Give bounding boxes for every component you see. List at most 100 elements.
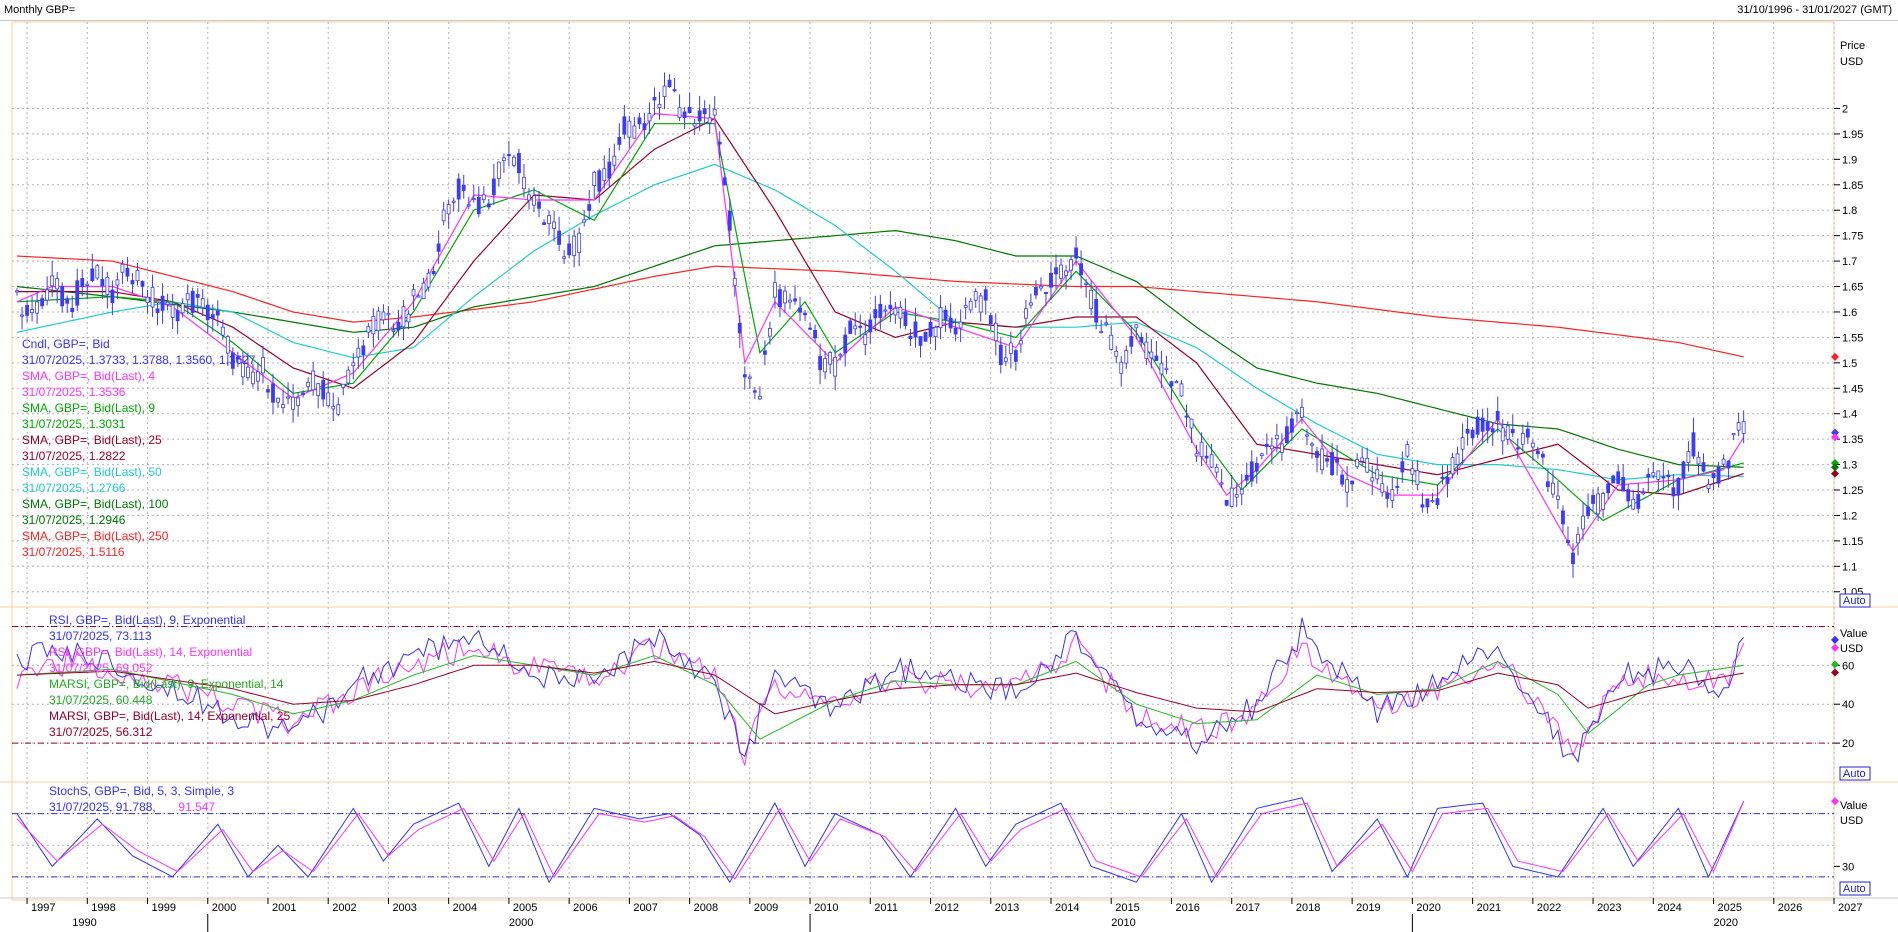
candle-body <box>411 289 416 297</box>
candle-body <box>747 376 752 379</box>
x-year-label: 2027 <box>1838 902 1862 914</box>
price-legend-entry: SMA, GBP=, Bid(Last), 4 <box>22 369 155 383</box>
candle-body <box>1731 433 1736 436</box>
candle-body <box>642 123 647 130</box>
candle-body <box>552 221 556 229</box>
candle-body <box>1284 426 1289 444</box>
candle-body <box>386 313 391 316</box>
candle-body <box>833 356 838 377</box>
candle-body <box>240 362 245 378</box>
candle-body <box>793 298 797 302</box>
candle-body <box>1119 361 1124 374</box>
candle-body <box>602 168 607 181</box>
price-legend-entry: Cndl, GBP=, Bid <box>22 337 110 351</box>
candle-body <box>808 327 812 330</box>
candle-body <box>1159 362 1164 375</box>
candle-body <box>135 270 140 282</box>
candle-body <box>165 301 170 305</box>
price-legend-entry: 31/07/2025, 1.2766 <box>22 481 126 495</box>
x-year-label: 2021 <box>1477 902 1501 914</box>
candle-body <box>1510 429 1515 434</box>
candle-body <box>732 277 737 286</box>
candle-body <box>1561 510 1565 525</box>
candle-body <box>361 345 366 356</box>
price-auto-button[interactable]: Auto <box>1839 593 1871 608</box>
candle-body <box>923 331 928 342</box>
price-axis-unit: USD <box>1840 56 1863 68</box>
candle-body <box>818 356 823 371</box>
candle-body <box>1264 443 1269 447</box>
candle-body <box>130 280 135 285</box>
candle-body <box>1044 291 1048 294</box>
candle-body <box>1219 482 1224 485</box>
candle-body <box>35 301 39 314</box>
candle-body <box>978 295 983 313</box>
candle-body <box>75 280 80 306</box>
candle-body <box>1249 461 1254 482</box>
stoch-marker <box>1831 797 1839 806</box>
candle-body <box>627 120 632 138</box>
price-y-label: 1.35 <box>1842 434 1863 446</box>
price-legend-entry: 31/07/2025, 1.3031 <box>22 417 126 431</box>
rsi-legend-entry: MARSI, GBP=, Bid(Last), 14, Exponential,… <box>49 709 290 723</box>
marsi-14-marker <box>1831 668 1839 677</box>
candle-body <box>1144 341 1149 359</box>
candle-body <box>1109 334 1114 350</box>
sma-4-marker <box>1831 433 1839 442</box>
stoch-legend-entry: StochS, GBP=, Bid, 5, 3, Simple, 3 <box>49 784 234 798</box>
candle-body <box>1440 476 1445 479</box>
sma-100-marker <box>1831 463 1839 472</box>
candle-body <box>160 295 165 311</box>
candle-body <box>1701 462 1706 472</box>
candle-body <box>301 392 306 395</box>
candle-body <box>120 263 125 273</box>
stoch-auto-label: Auto <box>1843 883 1866 895</box>
candle-body <box>501 157 506 161</box>
candle-body <box>742 374 747 378</box>
candle-body <box>1621 477 1626 492</box>
rsi-legend-entry: MARSI, GBP=, Bid(Last), 9, Exponential, … <box>49 677 284 691</box>
candle-body <box>547 215 551 225</box>
price-legend-entry: 31/07/2025, 1.5116 <box>22 545 125 559</box>
candle-body <box>421 282 426 300</box>
candle-body <box>1425 498 1430 508</box>
candle-body <box>752 390 757 393</box>
price-y-label: 1.1 <box>1842 561 1857 573</box>
grid-layer <box>12 22 1835 898</box>
rsi-14-marker <box>1831 643 1839 652</box>
price-y-label: 1.6 <box>1842 307 1857 319</box>
candle-body <box>1204 455 1209 459</box>
candle-body <box>1239 488 1244 495</box>
rsi-axis-unit: USD <box>1840 643 1863 655</box>
rsi-auto-button[interactable]: Auto <box>1839 766 1871 781</box>
candle-body <box>316 383 321 396</box>
candle-body <box>481 194 486 201</box>
candle-body <box>491 178 496 196</box>
candle-body <box>943 309 948 321</box>
x-year-label: 1999 <box>152 902 176 914</box>
x-year-label: 2011 <box>874 902 898 914</box>
candle-body <box>572 235 577 257</box>
candle-body <box>210 314 215 319</box>
x-decade-label: 2000 <box>509 917 533 929</box>
candle-body <box>406 313 411 323</box>
candle-body <box>1149 351 1154 359</box>
candle-body <box>998 344 1003 365</box>
candle-body <box>933 327 938 337</box>
price-y-label: 1.15 <box>1842 536 1863 548</box>
x-year-label: 2013 <box>995 902 1019 914</box>
candle-body <box>281 404 285 409</box>
candle-body <box>778 289 782 308</box>
stoch-auto-button[interactable]: Auto <box>1839 881 1871 896</box>
candle-body <box>366 326 371 333</box>
candle-body <box>983 289 988 301</box>
candle-body <box>1079 263 1084 276</box>
x-year-label: 2006 <box>573 902 597 914</box>
candle-body <box>1736 422 1741 431</box>
candle-body <box>1194 453 1199 457</box>
candle-body <box>185 293 190 301</box>
x-year-label: 2024 <box>1657 902 1681 914</box>
candle-body <box>326 392 331 407</box>
candle-body <box>1395 485 1400 488</box>
